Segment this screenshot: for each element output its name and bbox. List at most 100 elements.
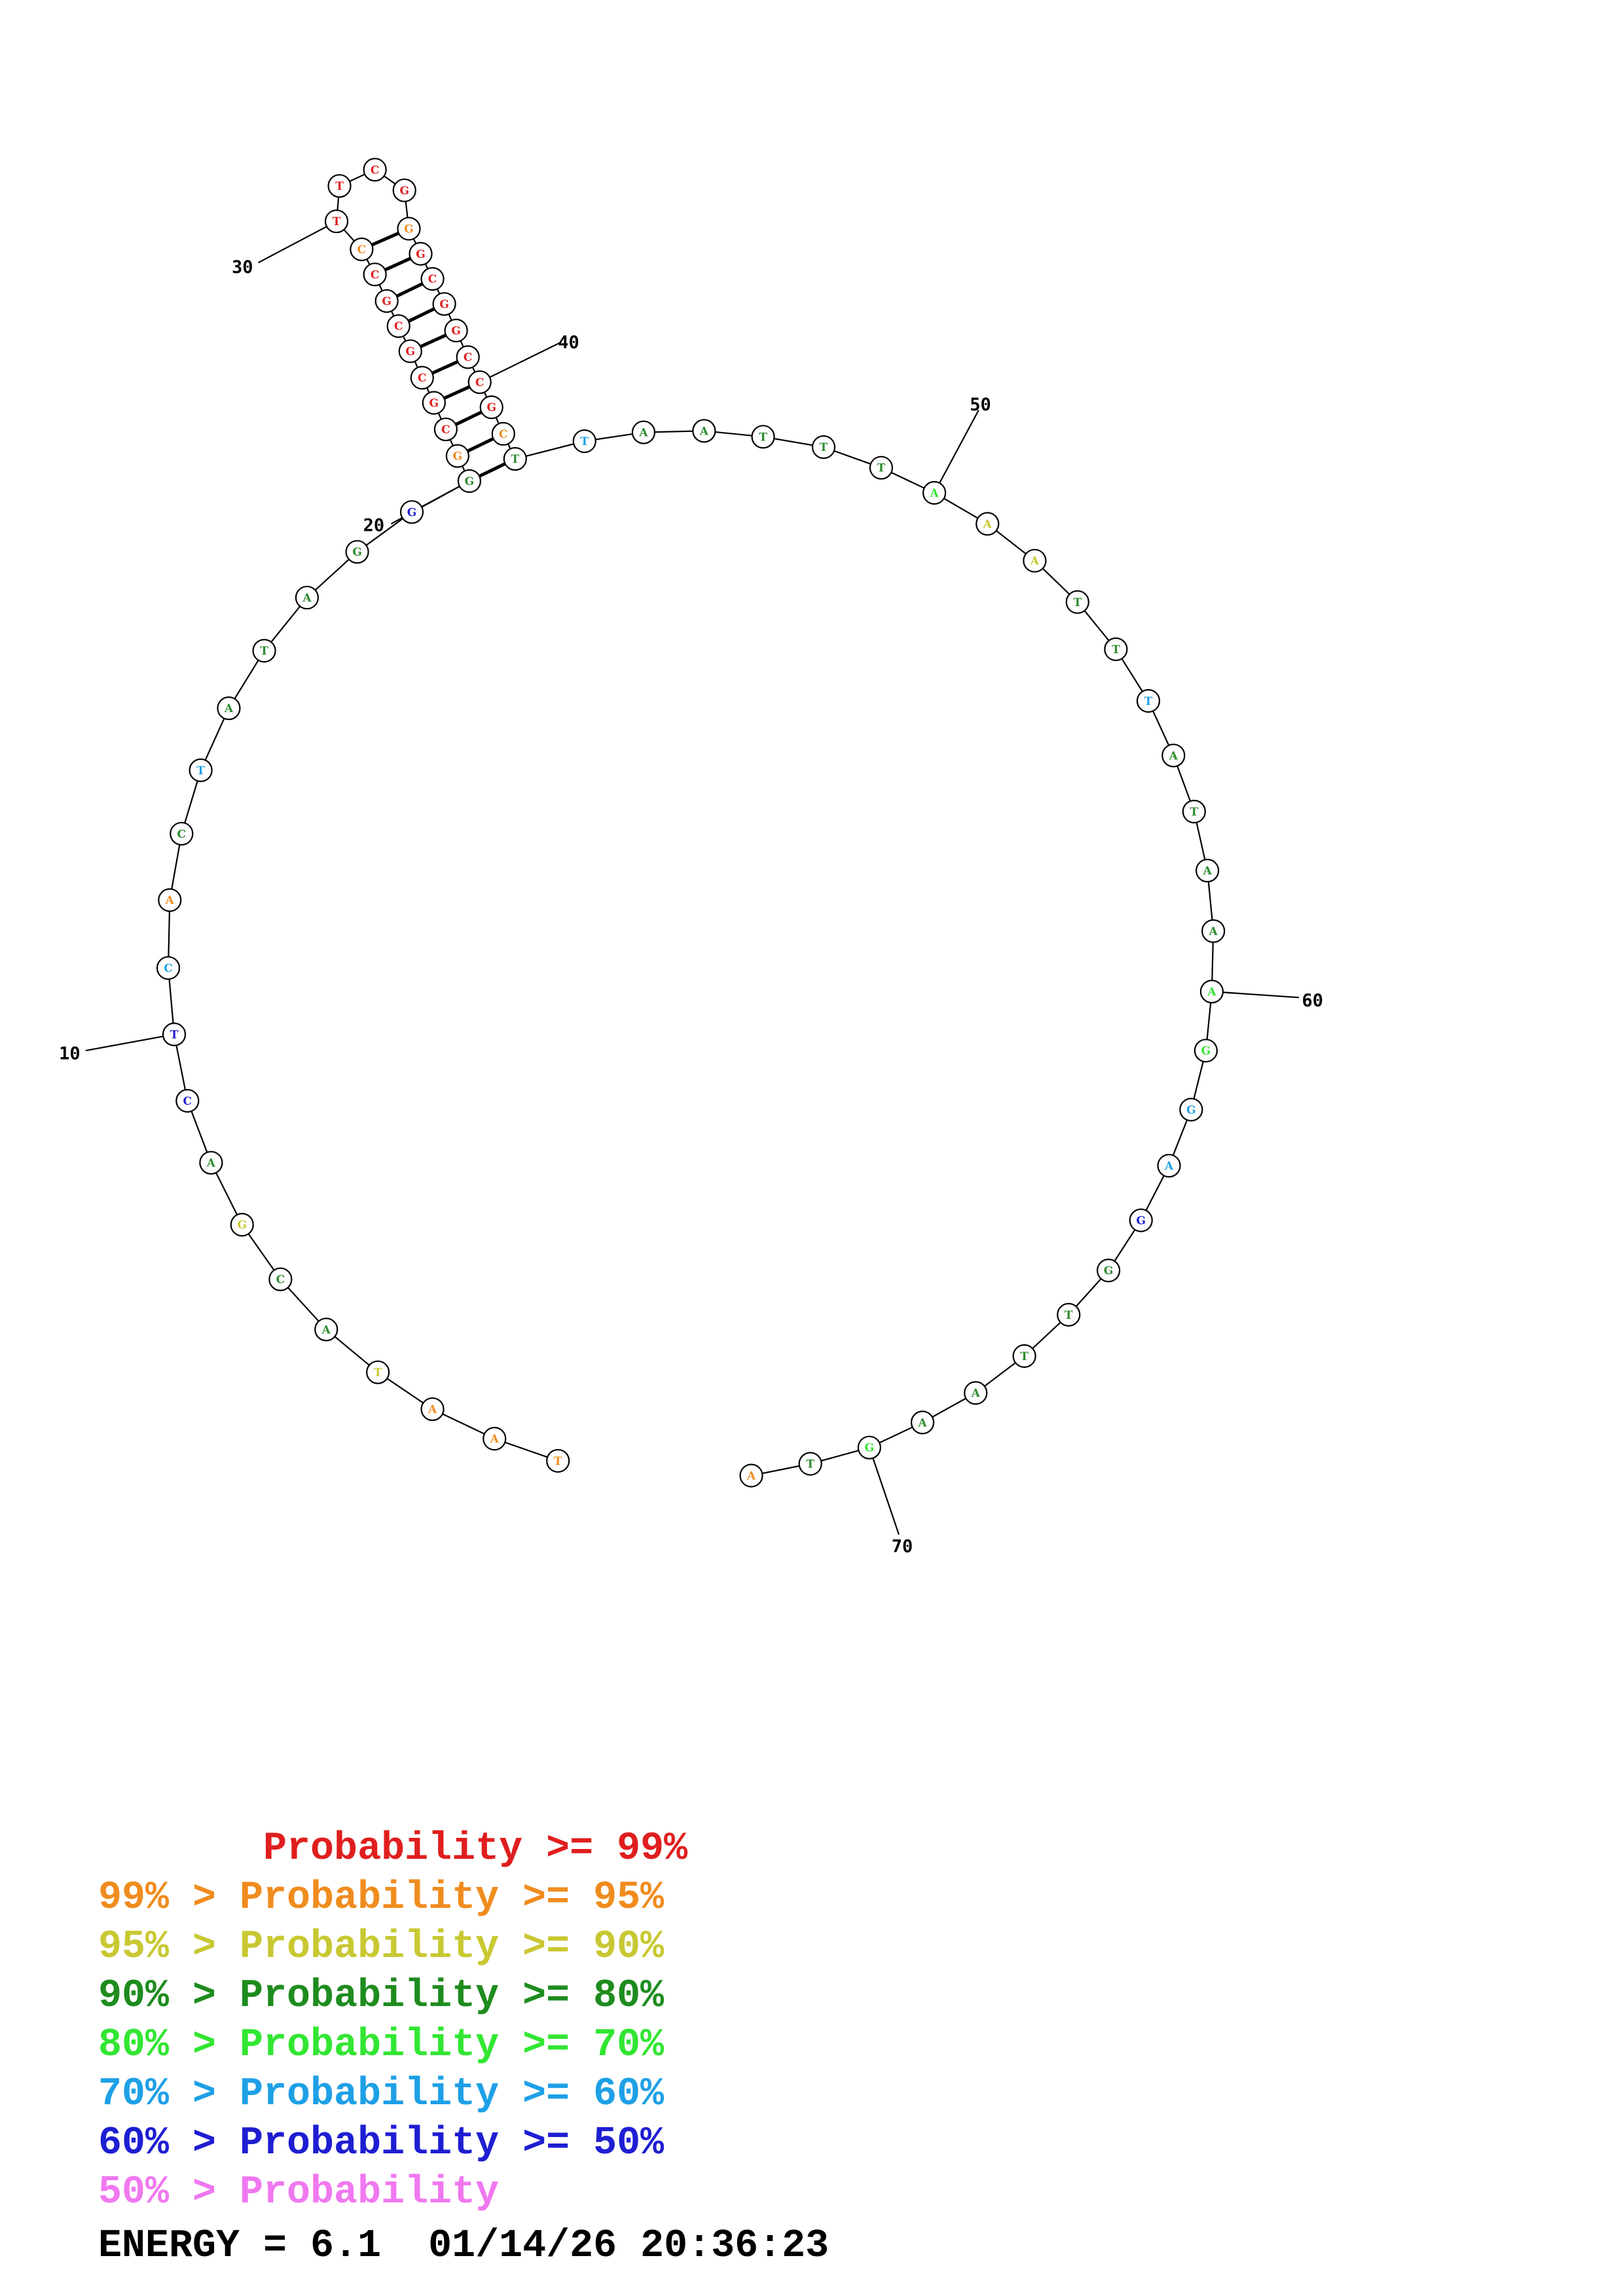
nucleotide-letter: A: [490, 1433, 500, 1446]
nucleotide: A: [314, 1318, 338, 1342]
nucleotide: T: [327, 173, 352, 198]
nucleotide-letter: A: [206, 1157, 216, 1170]
nucleotide-circle: [268, 1267, 293, 1291]
nucleotide: A: [1023, 548, 1047, 573]
nucleotide-circle: [217, 696, 241, 721]
nucleotide-letter: T: [759, 431, 767, 444]
nucleotide: G: [445, 444, 469, 468]
nucleotide: C: [433, 417, 458, 442]
nucleotide-circle: [479, 395, 503, 420]
nucleotide-letter: G: [1104, 1265, 1114, 1278]
nucleotide-letter: A: [929, 487, 939, 500]
nucleotide: T: [1136, 689, 1161, 713]
nucleotide-letter: C: [357, 243, 367, 257]
nucleotide: G: [1129, 1208, 1153, 1232]
nucleotide-circle: [811, 435, 836, 459]
nucleotide-circle: [572, 429, 596, 454]
legend-entry: 50% > Probability: [98, 2170, 500, 2215]
nucleotide: A: [910, 1410, 935, 1435]
nucleotide-letter: T: [1020, 1350, 1029, 1363]
nucleotide-letter: C: [164, 962, 173, 975]
position-tick: [868, 1447, 900, 1535]
nucleotide-letter: A: [699, 425, 709, 438]
nucleotide-letter: A: [971, 1387, 981, 1400]
nucleotide: T: [252, 639, 276, 663]
nucleotide: C: [363, 158, 387, 182]
legend-entry: 90% > Probability >= 80%: [98, 1974, 665, 2018]
energy-line: ENERGY = 6.1 01/14/26 20:36:23: [98, 2224, 830, 2269]
nucleotide-circle: [1161, 744, 1186, 768]
nucleotide-circle: [432, 292, 456, 316]
nucleotide-circle: [491, 422, 515, 446]
nucleotide-circle: [397, 217, 421, 241]
nucleotide-letter: C: [428, 273, 437, 286]
nucleotide-letter: G: [416, 248, 426, 261]
legend-entry: 80% > Probability >= 70%: [98, 2023, 665, 2068]
nucleotide-letter: C: [475, 376, 484, 389]
nucleotide: G: [457, 469, 482, 493]
nucleotide-letter: T: [820, 441, 828, 454]
nucleotide-letter: A: [224, 702, 234, 715]
position-label: 40: [558, 332, 579, 353]
nucleotide: C: [386, 314, 410, 338]
nucleotide-circle: [444, 318, 468, 343]
nucleotide: T: [1104, 637, 1128, 662]
nucleotide-letter: G: [404, 223, 414, 236]
nucleotide: A: [922, 480, 947, 505]
nucleotide-circle: [295, 585, 319, 610]
nucleotide: C: [491, 422, 515, 446]
nucleotide-letter: G: [486, 401, 496, 414]
nucleotide: A: [1161, 744, 1186, 768]
nucleotide-letter: C: [499, 428, 508, 441]
nucleotide: G: [857, 1435, 882, 1460]
nucleotide-letter: C: [371, 268, 380, 281]
nucleotide-letter: A: [1030, 555, 1040, 568]
nucleotide-circle: [964, 1381, 988, 1405]
nucleotide: T: [572, 429, 596, 454]
position-tick: [85, 1033, 175, 1052]
position-label: 10: [59, 1044, 81, 1064]
nucleotide-circle: [1195, 859, 1220, 883]
nucleotide: A: [1195, 859, 1220, 883]
nucleotide-letter: C: [177, 828, 187, 841]
probability-legend: Probability >= 99% 99% > Probability >= 9…: [98, 1825, 687, 2217]
nucleotide-circle: [363, 158, 387, 182]
nucleotide: G: [444, 318, 468, 343]
nucleotide-letter: G: [429, 397, 439, 410]
nucleotide-letter: C: [276, 1274, 285, 1287]
nucleotide-letter: T: [877, 462, 886, 475]
nucleotide-letter: G: [451, 325, 461, 338]
nucleotide: C: [175, 1088, 200, 1113]
nucleotide-circle: [420, 267, 445, 291]
nucleotide-circle: [1057, 1302, 1081, 1327]
nucleotide: T: [366, 1360, 390, 1384]
nucleotide-letter: G: [453, 450, 463, 463]
nucleotide: T: [751, 425, 775, 449]
nucleotide-circle: [189, 758, 213, 782]
nucleotide-letter: A: [302, 592, 312, 605]
nucleotide-circle: [392, 178, 416, 202]
nucleotide-circle: [631, 420, 656, 444]
nucleotide: T: [869, 456, 894, 480]
nucleotide: A: [964, 1381, 988, 1405]
backbone: [167, 169, 1214, 1477]
nucleotide-circle: [363, 262, 387, 287]
nucleotide-circle: [1129, 1208, 1153, 1232]
nucleotide-circle: [456, 345, 480, 369]
nucleotide: A: [158, 888, 182, 912]
nucleotide-letter: T: [1065, 1309, 1073, 1322]
nucleotide-circle: [739, 1463, 763, 1488]
nucleotide-circle: [483, 1427, 507, 1451]
nucleotide-letter: A: [1164, 1160, 1174, 1173]
nucleotide-circle: [422, 391, 446, 415]
nucleotide-letter: A: [165, 894, 175, 907]
legend-entry: 60% > Probability >= 50%: [98, 2121, 665, 2166]
nucleotide: G: [392, 178, 416, 202]
position-tick: [258, 221, 337, 264]
nucleotide-circle: [252, 639, 276, 663]
nucleotide-circle: [410, 366, 434, 390]
nucleotide: G: [374, 289, 399, 314]
nucleotide-letter: G: [382, 295, 392, 308]
nucleotide: G: [1194, 1039, 1218, 1063]
nucleotide-letter: T: [196, 764, 205, 778]
